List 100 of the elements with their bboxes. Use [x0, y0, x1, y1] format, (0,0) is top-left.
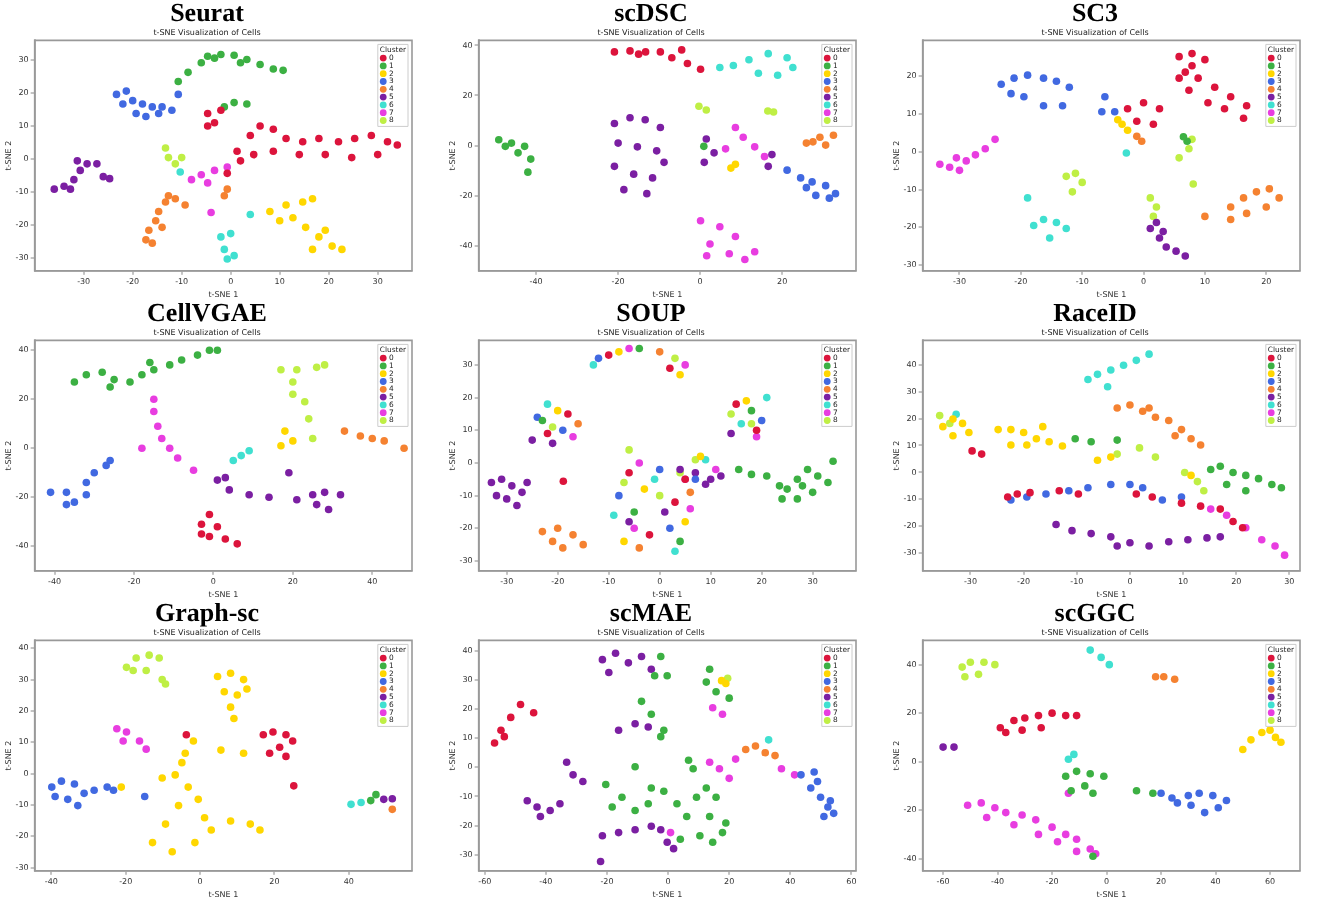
point [1195, 789, 1203, 797]
point [596, 857, 605, 866]
point [660, 158, 668, 167]
point [1110, 107, 1119, 116]
point [778, 495, 786, 503]
point [1001, 728, 1010, 737]
point [771, 751, 779, 760]
point [731, 123, 740, 132]
point [1201, 212, 1209, 221]
point [1180, 468, 1189, 477]
point [281, 427, 289, 435]
point [747, 419, 756, 428]
point [393, 141, 402, 149]
point [279, 66, 287, 75]
point [656, 48, 665, 56]
point [1229, 468, 1237, 477]
point [952, 154, 961, 162]
point [702, 678, 711, 686]
point [1118, 120, 1126, 129]
point [762, 472, 771, 480]
point [705, 758, 714, 767]
point [148, 838, 157, 847]
point [1268, 480, 1276, 489]
point [246, 131, 255, 140]
point [831, 189, 840, 198]
point [1155, 104, 1164, 113]
chart-title: CellVGAE [147, 297, 267, 328]
point [367, 131, 376, 140]
point [1189, 180, 1198, 188]
point [727, 429, 735, 438]
point [304, 415, 313, 423]
point [1220, 104, 1229, 113]
point [236, 157, 245, 165]
point [298, 198, 307, 206]
point [762, 393, 771, 402]
point [634, 50, 643, 58]
point [739, 133, 748, 142]
point [379, 795, 388, 804]
chart-title: scDSC [614, 0, 688, 28]
point [981, 145, 990, 153]
point [1010, 820, 1018, 829]
point [158, 103, 166, 111]
point [142, 236, 150, 244]
point [939, 743, 947, 751]
point [176, 168, 185, 176]
point [1239, 114, 1248, 123]
point [1065, 83, 1074, 92]
point [1177, 499, 1186, 507]
point [671, 498, 679, 506]
point [529, 708, 538, 717]
point [620, 185, 628, 194]
point [626, 47, 634, 55]
point [110, 375, 118, 384]
point [1200, 486, 1208, 495]
point [991, 803, 999, 812]
point [490, 739, 499, 747]
point [500, 732, 509, 741]
point [647, 710, 656, 718]
point [112, 90, 121, 99]
point [706, 240, 714, 248]
point [177, 356, 186, 364]
point [189, 466, 198, 475]
point [154, 422, 162, 430]
point [1187, 434, 1195, 443]
point [174, 90, 183, 99]
point [533, 413, 542, 421]
point [625, 517, 633, 526]
point [808, 178, 816, 186]
point [289, 214, 297, 222]
point [556, 799, 564, 808]
point [783, 485, 791, 493]
point [826, 797, 835, 805]
point [1266, 726, 1274, 734]
point [631, 825, 639, 834]
point [706, 475, 715, 484]
point [1181, 68, 1190, 76]
point [1048, 709, 1056, 717]
point [1113, 542, 1121, 550]
point [347, 800, 355, 809]
point [256, 122, 264, 130]
point [752, 433, 761, 441]
point [1107, 453, 1115, 461]
point [1149, 212, 1158, 221]
point [1254, 474, 1263, 483]
point [1070, 750, 1078, 759]
point [142, 745, 150, 753]
point [1200, 808, 1209, 817]
point [51, 792, 59, 801]
point [961, 672, 969, 681]
point [243, 685, 251, 693]
point [722, 679, 730, 688]
point [1023, 441, 1031, 449]
point [727, 164, 735, 172]
point [721, 145, 730, 153]
point [543, 400, 552, 408]
point [225, 486, 234, 494]
point [289, 782, 298, 790]
point [182, 730, 191, 739]
point [635, 544, 644, 552]
point [230, 714, 238, 723]
